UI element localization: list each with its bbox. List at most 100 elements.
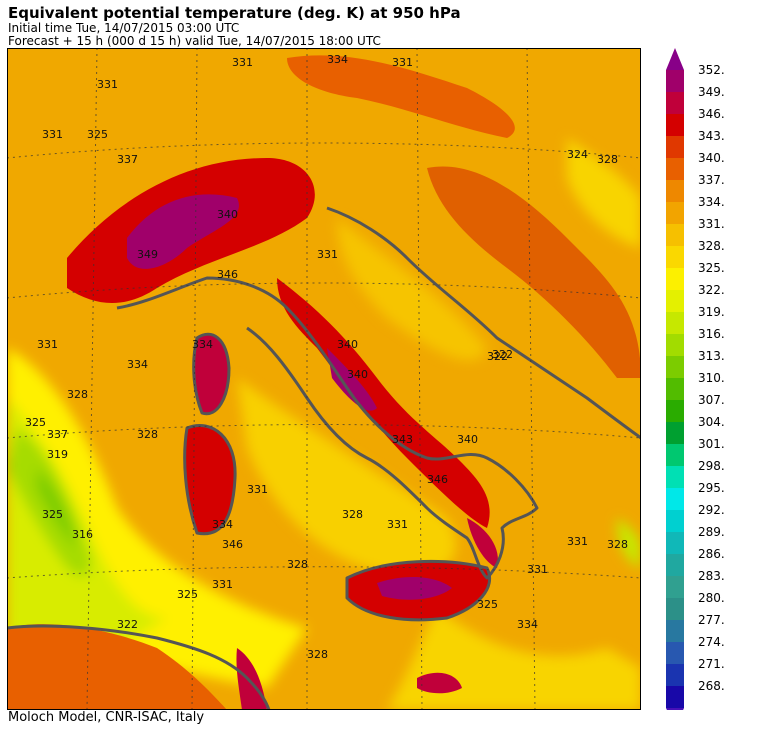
contour-label: 325 (25, 416, 46, 429)
legend-level-label: 328. (698, 239, 725, 253)
map-frame (7, 48, 641, 710)
legend-level-label: 319. (698, 305, 725, 319)
adriatic-pale-zone (337, 218, 487, 361)
contour-label: 334 (517, 618, 538, 631)
corsica-coastline (192, 332, 231, 416)
legend-level-label: 283. (698, 569, 725, 583)
legend-swatch (666, 576, 684, 598)
legend-swatch (666, 290, 684, 312)
legend-swatch (666, 378, 684, 400)
forecast-valid-time: Forecast + 15 h (000 d 15 h) valid Tue, … (8, 34, 381, 48)
sardinia (184, 425, 236, 534)
legend-level-label: 277. (698, 613, 725, 627)
model-credit: Moloch Model, CNR-ISAC, Italy (8, 710, 205, 725)
legend-level-label: 295. (698, 481, 725, 495)
contour-label: 337 (117, 153, 138, 166)
contour-label: 331 (212, 578, 233, 591)
legend-level-label: 340. (698, 151, 725, 165)
legend-level-label: 292. (698, 503, 725, 517)
legend-swatch (666, 510, 684, 532)
contour-label: 328 (287, 558, 308, 571)
balkan-warm-band (427, 166, 641, 378)
legend-level-label: 268. (698, 679, 725, 693)
contour-label: 331 (247, 483, 268, 496)
legend-level-label: 334. (698, 195, 725, 209)
africa-warm (7, 624, 227, 710)
contour-label: 319 (47, 448, 68, 461)
legend-swatch (666, 334, 684, 356)
contour-label: 322 (117, 618, 138, 631)
contour-label: 324 (567, 148, 588, 161)
contour-label: 331 (387, 518, 408, 531)
theta-e-map: 331 334 3313313313373493463403433463403223… (7, 48, 641, 710)
africa-coastline (7, 624, 271, 710)
contour-label: 325 (42, 508, 63, 521)
legend-swatch (666, 268, 684, 290)
contour-label: 346 (427, 473, 448, 486)
contour-label: 331 (567, 535, 588, 548)
apennine-core (327, 348, 377, 411)
legend-swatch (666, 158, 684, 180)
legend-swatch (666, 136, 684, 158)
contour-label: 325 (477, 598, 498, 611)
legend-level-label: 352. (698, 63, 725, 77)
north-warm-band (287, 55, 515, 139)
contour-label: 322 (487, 350, 508, 363)
sardinia-coastline (183, 424, 237, 536)
legend-swatch (666, 488, 684, 510)
calabria (467, 518, 498, 568)
legend-level-label: 322. (698, 283, 725, 297)
legend-swatch (666, 422, 684, 444)
contour-label: 328 (67, 388, 88, 401)
legend-level-label: 304. (698, 415, 725, 429)
legend-level-label: 298. (698, 459, 725, 473)
contour-label: 346 (222, 538, 243, 551)
italy-coastline (116, 276, 539, 580)
legend-level-label: 289. (698, 525, 725, 539)
contour-label: 328 (342, 508, 363, 521)
contour-label: 334 (127, 358, 148, 371)
legend-swatch (666, 664, 684, 686)
legend-swatch (666, 70, 684, 92)
legend-level-label: 286. (698, 547, 725, 561)
legend-swatch (666, 554, 684, 576)
contour-label: 322 (492, 348, 513, 361)
legend-level-label: 346. (698, 107, 725, 121)
legend-level-label: 313. (698, 349, 725, 363)
graticule (7, 48, 641, 710)
contour-label: 340 (457, 433, 478, 446)
legend-top-arrow (666, 48, 684, 70)
legend-swatch (666, 356, 684, 378)
contour-label: 331 (317, 248, 338, 261)
contour-label: 328 (137, 428, 158, 441)
legend-swatch (666, 92, 684, 114)
southeast-green-patch (617, 518, 641, 568)
contour-label: 331 (527, 563, 548, 576)
map-title: Equivalent potential temperature (deg. K… (8, 4, 461, 22)
legend-swatch (666, 598, 684, 620)
legend-swatch (666, 620, 684, 642)
legend-swatch (666, 686, 684, 708)
contour-label: 316 (72, 528, 93, 541)
legend-level-label: 331. (698, 217, 725, 231)
legend-swatch (666, 642, 684, 664)
contour-label: 331 (42, 128, 63, 141)
legend-level-label: 307. (698, 393, 725, 407)
legend-swatch (666, 466, 684, 488)
adriatic-east-coastline (326, 206, 641, 440)
legend-swatch (666, 246, 684, 268)
contour-label: 331 (97, 78, 118, 91)
contour-label: 331 (37, 338, 58, 351)
contour-label: 343 (392, 433, 413, 446)
sicily-coastline (345, 559, 492, 622)
contour-label: 328 (597, 153, 618, 166)
contour-label: 325 (177, 588, 198, 601)
sea-deepgreen-zone (37, 468, 77, 548)
contour-label: 340 (337, 338, 358, 351)
legend-level-label: 325. (698, 261, 725, 275)
legend-swatch (666, 224, 684, 246)
contour-label: 334 (327, 53, 348, 66)
initial-time: Initial time Tue, 14/07/2015 03:00 UTC (8, 21, 240, 35)
tyrrhenian-pale-zone (237, 378, 456, 576)
sicily-core (377, 576, 452, 600)
